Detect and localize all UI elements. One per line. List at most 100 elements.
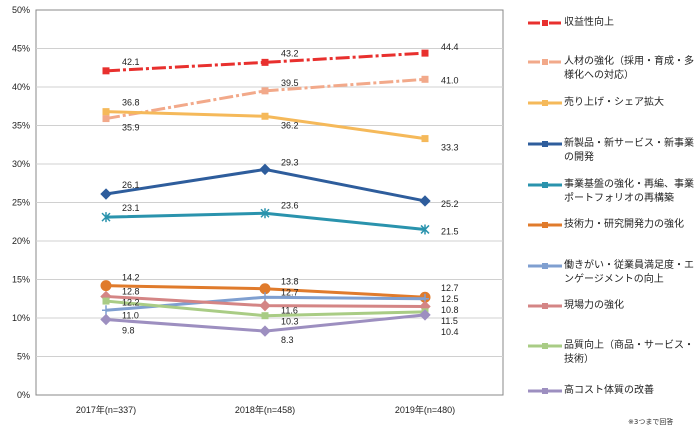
y-tick-label: 0% [17,390,30,400]
legend-label: 現場力の強化 [564,300,624,311]
data-point [100,280,112,292]
data-point [102,305,110,316]
data-label: 12.7 [441,283,459,293]
data-label: 29.3 [281,157,299,167]
series-line [105,51,426,73]
legend-label: 売り上げ・シェア拡大 [564,97,664,108]
legend-item: 売り上げ・シェア拡大 [528,96,698,110]
legend-swatch-icon [528,343,562,349]
data-point [260,208,270,219]
x-tick-label: 2019年(n=480) [395,404,455,415]
data-label: 12.2 [122,297,140,307]
legend-label: 働きがい・従業員満足度・エンゲージメントの向上 [564,260,694,285]
y-tick-label: 10% [12,313,30,323]
data-point [419,195,431,207]
legend-swatch-icon [528,141,562,147]
data-point [421,135,429,143]
series-3: 26.1 29.3 25.2 [100,157,459,209]
data-point [259,163,271,176]
legend-item: 技術力・研究開発力の強化 [528,218,698,232]
data-label: 14.2 [122,273,140,283]
y-tick-label: 30% [12,159,30,169]
legend-item: 収益性向上 [528,16,698,30]
series-4: 23.1 23.6 21.5 [101,200,459,236]
data-label: 36.2 [281,120,299,130]
legend-item: 人材の強化（採用・育成・多様化への対応） [528,55,698,83]
footnote: ※3つまで回答 [628,418,674,426]
data-label: 26.1 [122,180,140,190]
data-label: 10.8 [441,305,459,315]
legend-item: 新製品・新サービス・新事業の開発 [528,137,698,165]
legend-swatch-icon [528,303,562,309]
data-label: 8.3 [281,335,294,345]
data-label: 11.5 [441,316,458,326]
legend-swatch-icon [528,182,562,188]
y-tick-label: 15% [12,275,30,285]
y-tick-label: 25% [12,198,30,208]
data-point [419,309,431,321]
data-label: 11.6 [281,306,298,316]
legend-label: 収益性向上 [564,17,614,28]
data-label: 12.5 [441,294,459,304]
legend-label: 事業基盤の強化・再編、事業ポートフォリオの再構築 [564,179,694,204]
data-label: 12.7 [281,288,299,298]
legend-swatch-icon [528,263,562,269]
data-label: 10.4 [441,327,459,337]
data-point [100,188,112,200]
data-label: 39.5 [281,78,299,88]
data-point [421,75,429,83]
data-label: 23.1 [122,203,140,213]
legend-label: 技術力・研究開発力の強化 [564,219,684,230]
data-label: 41.0 [441,75,459,85]
series-0: 42.1 43.2 44.4 [102,42,459,75]
legend-swatch-icon [528,388,562,394]
data-label: 44.4 [441,42,459,52]
data-label: 36.8 [122,98,140,108]
legend-swatch-icon [528,100,562,106]
data-label: 11.0 [122,310,139,320]
data-point [102,67,110,75]
data-point [259,299,271,312]
legend-swatch-icon [528,20,562,26]
data-label: 9.8 [122,326,135,336]
y-tick-label: 20% [12,236,30,246]
data-point [421,49,429,57]
legend-item: 現場力の強化 [528,299,698,313]
data-point [102,115,110,123]
y-tick-label: 35% [12,121,30,131]
data-label: 35.9 [122,123,140,133]
legend-item: 働きがい・従業員満足度・エンゲージメントの向上 [528,259,698,287]
data-point [102,297,110,305]
legend-swatch-icon [528,59,562,65]
data-point [261,312,269,320]
y-tick-label: 50% [12,5,30,15]
legend-label: 高コスト体質の改善 [564,385,654,396]
x-tick-label: 2017年(n=337) [76,404,136,415]
y-tick-label: 40% [12,82,30,92]
legend-label: 人材の強化（採用・育成・多様化への対応） [564,56,694,81]
data-point [102,108,110,116]
data-label: 25.2 [441,199,459,209]
data-label: 43.2 [281,48,299,58]
series-1: 35.9 39.5 41.0 [102,75,459,133]
data-point [261,87,269,95]
data-point [261,112,269,120]
data-point [101,212,111,223]
legend-item: 高コスト体質の改善 [528,384,698,398]
legend-label: 新製品・新サービス・新事業の開発 [564,138,694,163]
data-label: 10.3 [281,317,299,327]
data-label: 42.1 [122,57,140,67]
data-point [261,58,269,66]
data-label: 13.8 [281,277,299,287]
data-point [420,224,430,235]
data-point [100,313,112,326]
series-9: 9.8 8.3 10.4 [100,309,459,345]
data-label: 33.3 [441,143,459,153]
data-point [259,325,271,337]
data-label: 12.8 [122,286,140,296]
data-label: 21.5 [441,226,459,236]
legend-item: 品質向上（商品・サービス・技術） [528,339,698,367]
legend-label: 品質向上（商品・サービス・技術） [564,340,694,365]
x-tick-label: 2018年(n=458) [235,404,295,415]
